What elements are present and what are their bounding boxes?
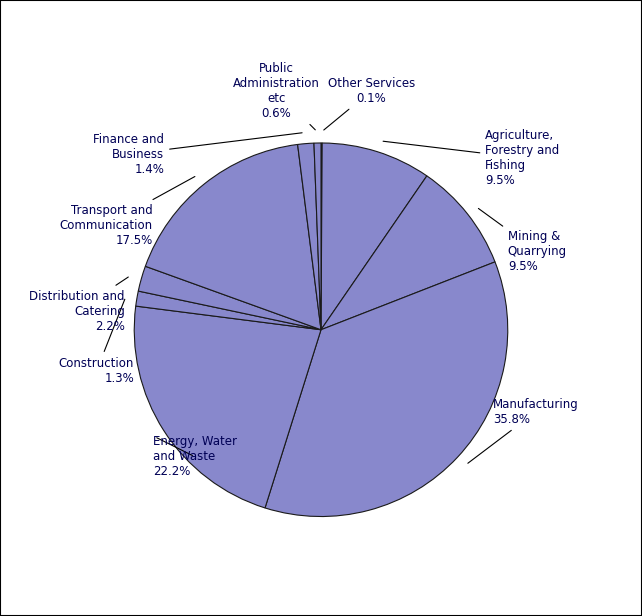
- Text: Public
Administration
etc
0.6%: Public Administration etc 0.6%: [233, 62, 320, 130]
- Wedge shape: [134, 306, 321, 508]
- Text: Finance and
Business
1.4%: Finance and Business 1.4%: [93, 132, 302, 176]
- Wedge shape: [135, 291, 321, 330]
- Wedge shape: [138, 266, 321, 330]
- Wedge shape: [265, 262, 508, 517]
- Wedge shape: [314, 143, 321, 330]
- Text: Energy, Water
and Waste
22.2%: Energy, Water and Waste 22.2%: [153, 436, 237, 478]
- Text: Agriculture,
Forestry and
Fishing
9.5%: Agriculture, Forestry and Fishing 9.5%: [383, 129, 560, 187]
- Text: Distribution and
Catering
2.2%: Distribution and Catering 2.2%: [30, 277, 128, 333]
- Wedge shape: [298, 143, 321, 330]
- Wedge shape: [145, 145, 321, 330]
- Wedge shape: [321, 176, 495, 330]
- Wedge shape: [321, 143, 322, 330]
- Text: Other Services
0.1%: Other Services 0.1%: [324, 77, 415, 130]
- Text: Mining &
Quarrying
9.5%: Mining & Quarrying 9.5%: [478, 208, 567, 273]
- Text: Construction
1.3%: Construction 1.3%: [59, 299, 134, 385]
- Text: Transport and
Communication
17.5%: Transport and Communication 17.5%: [60, 177, 195, 246]
- Wedge shape: [321, 143, 427, 330]
- Text: Manufacturing
35.8%: Manufacturing 35.8%: [468, 398, 578, 463]
